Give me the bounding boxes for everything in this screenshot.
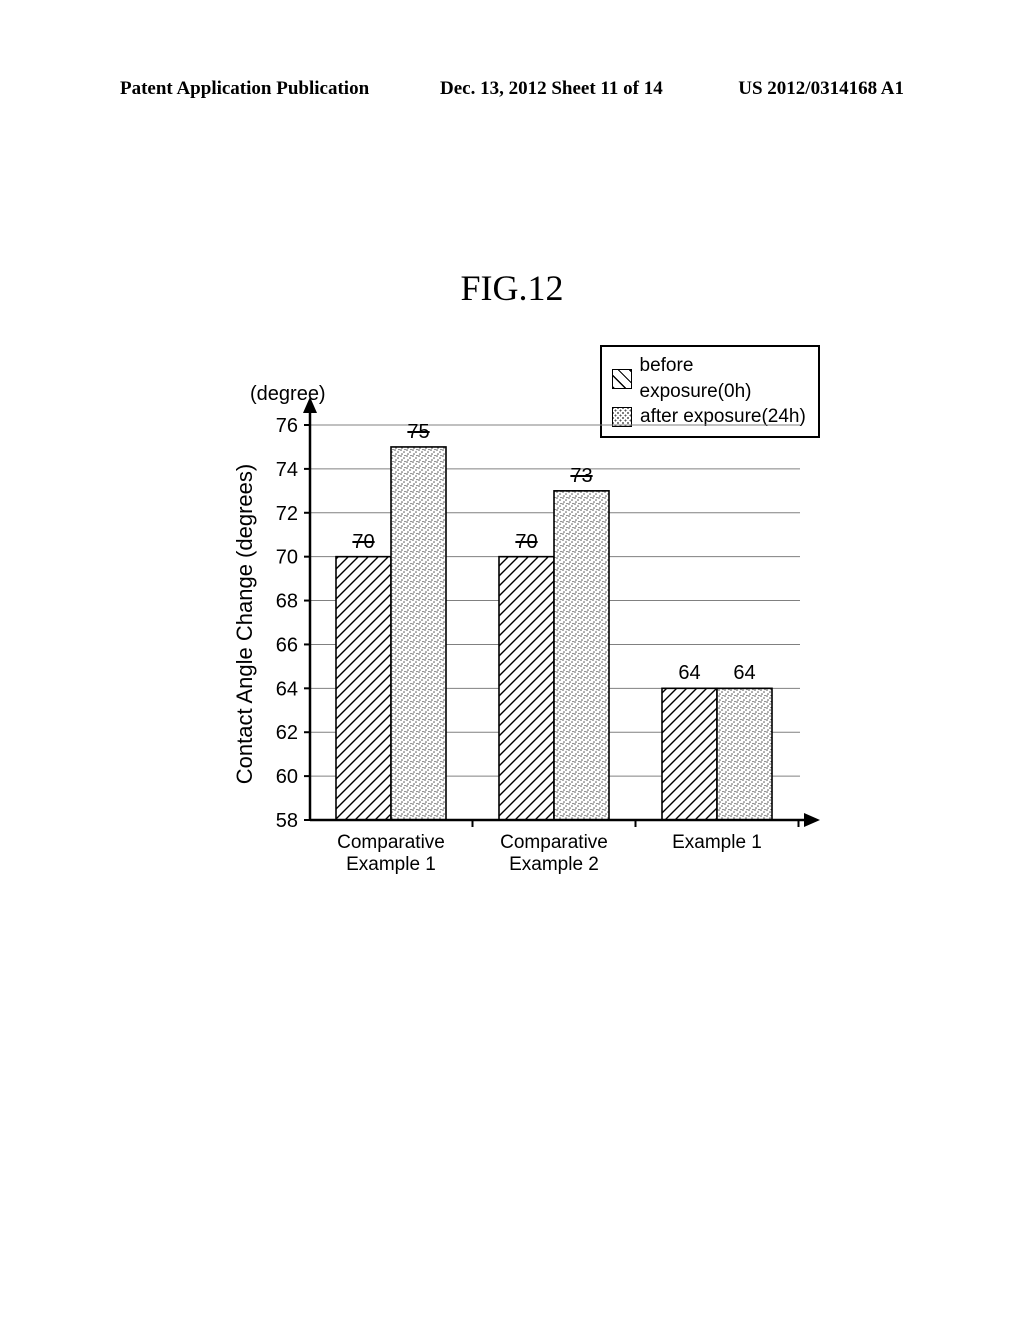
- svg-text:58: 58: [276, 810, 298, 832]
- bar-value: 64: [733, 662, 755, 685]
- header-right: US 2012/0314168 A1: [738, 78, 904, 100]
- x-category-label: ComparativeExample 2: [489, 832, 619, 876]
- svg-text:60: 60: [276, 766, 298, 788]
- bar: [554, 491, 609, 820]
- figure-title: FIG.12: [0, 267, 1024, 309]
- bar: [336, 557, 391, 820]
- bar: [391, 447, 446, 820]
- svg-text:74: 74: [276, 459, 298, 481]
- svg-text:64: 64: [276, 678, 298, 700]
- svg-text:70: 70: [276, 547, 298, 569]
- bar: [499, 557, 554, 820]
- bar-chart: before exposure(0h) after exposure(24h) …: [205, 345, 820, 915]
- bar: [717, 688, 772, 820]
- header-center: Dec. 13, 2012 Sheet 11 of 14: [440, 78, 663, 100]
- bar-value: 75: [407, 421, 429, 444]
- legend-swatch-icon: [612, 369, 632, 389]
- x-category-label: ComparativeExample 1: [326, 832, 456, 876]
- svg-text:76: 76: [276, 415, 298, 437]
- svg-text:72: 72: [276, 503, 298, 525]
- bar-value: 70: [515, 531, 537, 554]
- bar: [662, 688, 717, 820]
- x-category-label: Example 1: [652, 832, 782, 854]
- svg-text:66: 66: [276, 634, 298, 656]
- svg-text:62: 62: [276, 722, 298, 744]
- header-left: Patent Application Publication: [120, 78, 369, 100]
- bar-value: 64: [678, 662, 700, 685]
- svg-text:68: 68: [276, 591, 298, 613]
- bar-value: 73: [570, 465, 592, 488]
- plot-area: 58 60 62 64 66 68 70 72 74 76: [255, 395, 830, 840]
- bar-value: 70: [352, 531, 374, 554]
